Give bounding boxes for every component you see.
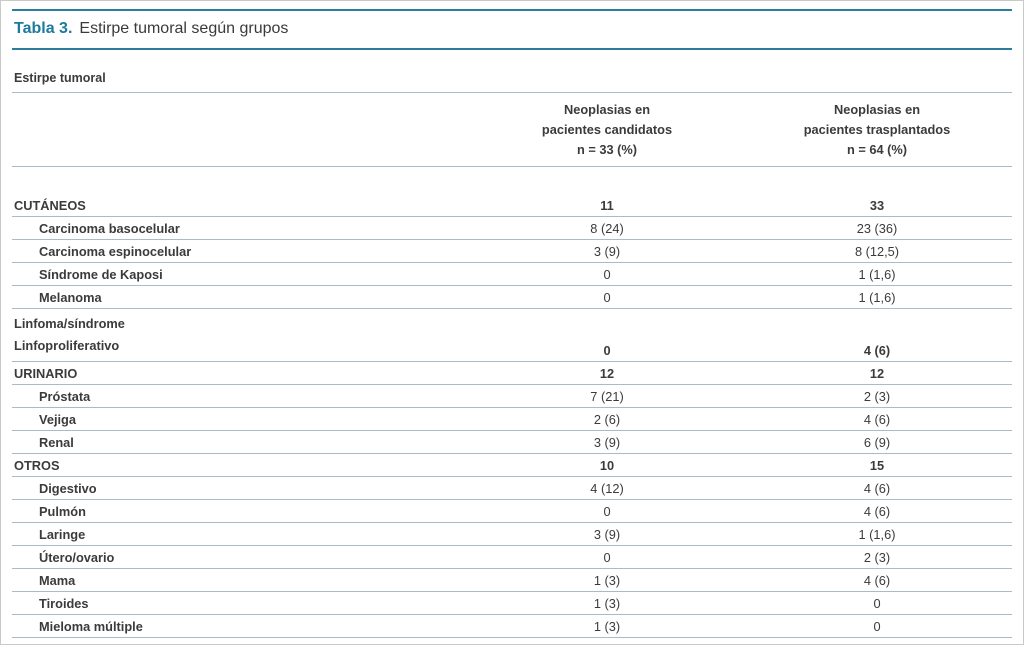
row-label: OTROS (12, 453, 472, 477)
cell-candidatos: 8 (24) (472, 216, 742, 240)
table-row: OTROS 10 15 (12, 453, 1012, 477)
cell-trasplantados: 12 (742, 361, 1012, 385)
cell-candidatos: 1 (3) (472, 614, 742, 638)
column-header-row: Neoplasias en pacientes candidatos n = 3… (12, 93, 1012, 168)
cell-candidatos: 1 (3) (472, 568, 742, 592)
cell-trasplantados: 1 (1,6) (742, 522, 1012, 546)
cell-candidatos: 0 (472, 262, 742, 286)
table-row: Renal 3 (9) 6 (9) (12, 430, 1012, 454)
table-row: URINARIO 12 12 (12, 361, 1012, 385)
table-row: Mieloma múltiple 1 (3) 0 (12, 614, 1012, 638)
row-label: Mieloma múltiple (12, 614, 472, 638)
cell-trasplantados: 4 (6) (742, 476, 1012, 500)
table-row: Digestivo 4 (12) 4 (6) (12, 476, 1012, 500)
cell-candidatos: 1 (3) (472, 591, 742, 615)
cell-trasplantados: 0 (742, 614, 1012, 638)
cell-candidatos: 0 (472, 545, 742, 569)
table-row: Próstata 7 (21) 2 (3) (12, 384, 1012, 408)
cell-candidatos: 3 (9) (472, 430, 742, 454)
cell-candidatos: 0 (472, 499, 742, 523)
data-table: Neoplasias en pacientes candidatos n = 3… (12, 93, 1012, 638)
cell-candidatos: 12 (472, 361, 742, 385)
row-label: Carcinoma espinocelular (12, 239, 472, 263)
table-row: Pulmón 0 4 (6) (12, 499, 1012, 523)
row-label: Útero/ovario (12, 545, 472, 569)
row-label: Mama (12, 568, 472, 592)
cell-candidatos: 7 (21) (472, 384, 742, 408)
row-label: Tiroides (12, 591, 472, 615)
table-row: Vejiga 2 (6) 4 (6) (12, 407, 1012, 431)
cell-candidatos: 11 (472, 193, 742, 217)
column-header-trasplantados: Neoplasias en pacientes trasplantados n … (742, 93, 1012, 168)
table-row: Tiroides 1 (3) 0 (12, 591, 1012, 615)
row-label: Carcinoma basocelular (12, 216, 472, 240)
row-label: Síndrome de Kaposi (12, 262, 472, 286)
cell-trasplantados: 23 (36) (742, 216, 1012, 240)
row-label: Melanoma (12, 285, 472, 309)
cell-candidatos: 3 (9) (472, 522, 742, 546)
cell-trasplantados: 2 (3) (742, 384, 1012, 408)
row-label: Próstata (12, 384, 472, 408)
cell-trasplantados: 6 (9) (742, 430, 1012, 454)
column-header-candidatos: Neoplasias en pacientes candidatos n = 3… (472, 93, 742, 168)
page-title: Tabla 3. Estirpe tumoral según grupos (12, 11, 1012, 48)
table-title-text: Estirpe tumoral según grupos (79, 20, 289, 37)
cell-trasplantados: 1 (1,6) (742, 262, 1012, 286)
table-row: Mama 1 (3) 4 (6) (12, 568, 1012, 592)
cell-candidatos: 10 (472, 453, 742, 477)
cell-trasplantados: 1 (1,6) (742, 285, 1012, 309)
cell-trasplantados: 0 (742, 591, 1012, 615)
spacer-row (12, 167, 1012, 194)
cell-candidatos: 2 (6) (472, 407, 742, 431)
cell-trasplantados: 4 (6) (742, 308, 1012, 362)
table-section-header: Estirpe tumoral (12, 71, 1012, 93)
row-label: Renal (12, 430, 472, 454)
cell-trasplantados: 4 (6) (742, 499, 1012, 523)
cell-trasplantados: 4 (6) (742, 568, 1012, 592)
title-bottom-rule (12, 48, 1012, 50)
table-row: Laringe 3 (9) 1 (1,6) (12, 522, 1012, 546)
cell-trasplantados: 15 (742, 453, 1012, 477)
table-row: CUTÁNEOS 11 33 (12, 193, 1012, 217)
row-label: Laringe (12, 522, 472, 546)
cell-trasplantados: 2 (3) (742, 545, 1012, 569)
row-label: Vejiga (12, 407, 472, 431)
row-label: Pulmón (12, 499, 472, 523)
row-label: Digestivo (12, 476, 472, 500)
table-row: Útero/ovario 0 2 (3) (12, 545, 1012, 569)
table-row: Carcinoma espinocelular 3 (9) 8 (12,5) (12, 239, 1012, 263)
row-label: URINARIO (12, 361, 472, 385)
table-number: Tabla 3. (14, 20, 73, 37)
table-row: Síndrome de Kaposi 0 1 (1,6) (12, 262, 1012, 286)
table-row: Linfoma/síndrome Linfoproliferativo 0 4 … (12, 308, 1012, 362)
row-label: CUTÁNEOS (12, 193, 472, 217)
table-row: Carcinoma basocelular 8 (24) 23 (36) (12, 216, 1012, 240)
cell-candidatos: 3 (9) (472, 239, 742, 263)
cell-trasplantados: 4 (6) (742, 407, 1012, 431)
cell-candidatos: 0 (472, 285, 742, 309)
column-header-empty (12, 93, 472, 168)
cell-trasplantados: 33 (742, 193, 1012, 217)
cell-candidatos: 0 (472, 308, 742, 362)
top-rule (12, 9, 1012, 11)
row-label: Linfoma/síndrome Linfoproliferativo (12, 308, 472, 362)
cell-candidatos: 4 (12) (472, 476, 742, 500)
table-row: Melanoma 0 1 (1,6) (12, 285, 1012, 309)
cell-trasplantados: 8 (12,5) (742, 239, 1012, 263)
